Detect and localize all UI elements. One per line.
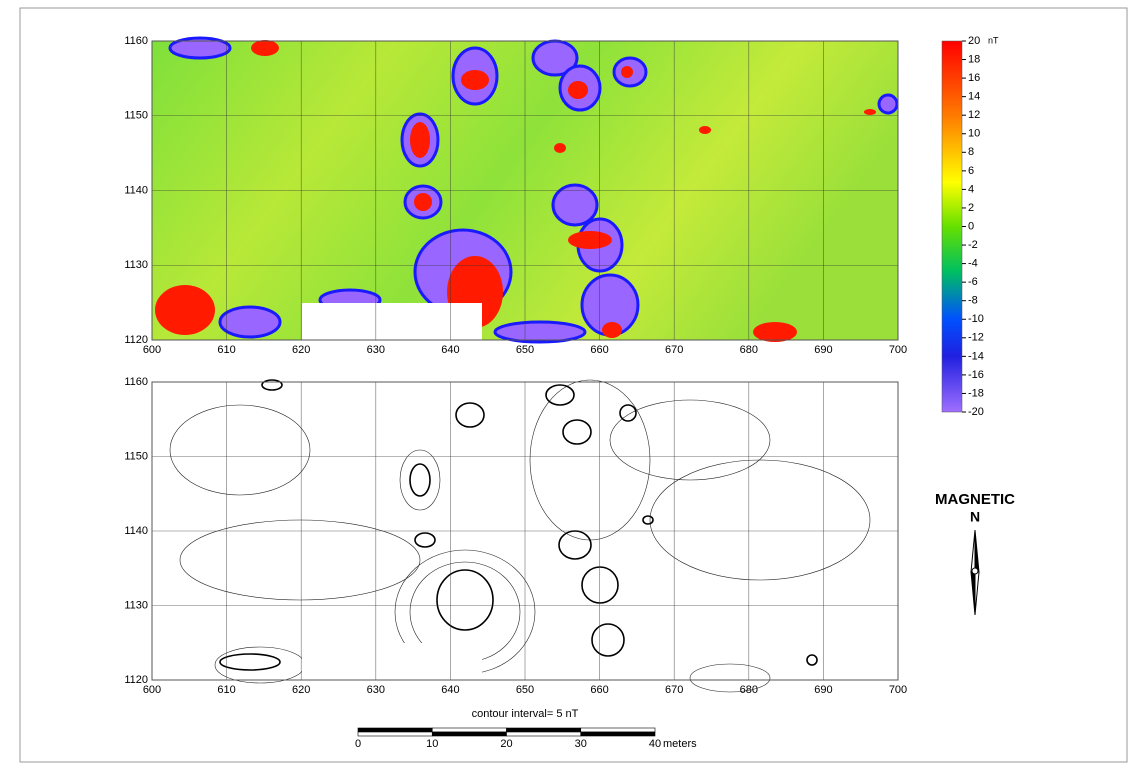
scale-segment	[580, 727, 656, 733]
plot-border	[151, 381, 899, 681]
x-tick-label: 640	[441, 684, 459, 696]
colorbar-label: -10	[968, 313, 984, 325]
scale-unit: meters	[663, 738, 697, 750]
north-arrow-icon	[970, 529, 980, 616]
colorbar-label: -18	[968, 387, 984, 399]
x-tick-label: 680	[740, 344, 758, 356]
scale-segment	[580, 731, 656, 737]
x-tick-label: 620	[292, 344, 310, 356]
scale-segment	[357, 731, 433, 737]
colorbar-label: 10	[968, 128, 980, 140]
scale-label: 20	[500, 738, 512, 750]
x-tick-label: 670	[665, 684, 683, 696]
x-tick-label: 630	[367, 684, 385, 696]
scale-segment	[431, 727, 507, 733]
y-tick-label: 1140	[124, 184, 148, 196]
colorbar-label: 4	[968, 183, 974, 195]
colorbar-label: -20	[968, 406, 984, 418]
colorbar-label: 12	[968, 109, 980, 121]
x-tick-label: 690	[814, 344, 832, 356]
scale-label: 10	[426, 738, 438, 750]
x-tick-label: 680	[740, 684, 758, 696]
frame	[19, 7, 1128, 763]
x-tick-label: 700	[889, 684, 907, 696]
y-tick-label: 1150	[124, 450, 148, 462]
y-tick-label: 1160	[124, 376, 148, 388]
x-tick-label: 600	[143, 684, 161, 696]
colorbar-label: 0	[968, 220, 974, 232]
scale-label: 0	[355, 738, 361, 750]
x-tick-label: 630	[367, 344, 385, 356]
x-tick-label: 610	[217, 344, 235, 356]
contour-note: contour interval= 5 nT	[472, 708, 579, 720]
colorbar-label: 14	[968, 91, 980, 103]
colorbar-label: -16	[968, 369, 984, 381]
scale-segment	[431, 731, 507, 737]
colorbar-label: -2	[968, 239, 978, 251]
colorbar-label: 2	[968, 202, 974, 214]
x-tick-label: 660	[590, 684, 608, 696]
colorbar-label: -8	[968, 295, 978, 307]
x-tick-label: 670	[665, 344, 683, 356]
y-tick-label: 1160	[124, 35, 148, 47]
y-tick-label: 1140	[124, 525, 148, 537]
colorbar-label: 16	[968, 72, 980, 84]
colorbar-label: 20	[968, 35, 980, 47]
colorbar	[941, 40, 963, 413]
north-letter: N	[970, 509, 980, 525]
y-tick-label: 1130	[124, 599, 148, 611]
y-tick-label: 1120	[124, 674, 148, 686]
x-tick-label: 640	[441, 344, 459, 356]
x-tick-label: 650	[516, 684, 534, 696]
x-tick-label: 700	[889, 344, 907, 356]
scale-segment	[357, 727, 433, 733]
scale-label: 30	[575, 738, 587, 750]
scale-label: 40	[649, 738, 661, 750]
colorbar-label: -6	[968, 276, 978, 288]
colorbar-label: -14	[968, 350, 984, 362]
x-tick-label: 660	[590, 344, 608, 356]
x-tick-label: 600	[143, 344, 161, 356]
colorbar-label: 6	[968, 165, 974, 177]
colorbar-unit: nT	[988, 35, 999, 45]
colorbar-label: -12	[968, 332, 984, 344]
colorbar-label: -4	[968, 258, 978, 270]
scale-segment	[506, 727, 582, 733]
x-tick-label: 650	[516, 344, 534, 356]
y-tick-label: 1150	[124, 110, 148, 122]
plot-border	[151, 40, 899, 341]
y-tick-label: 1130	[124, 259, 148, 271]
scale-segment	[506, 731, 582, 737]
y-tick-label: 1120	[124, 334, 148, 346]
x-tick-label: 620	[292, 684, 310, 696]
colorbar-label: 18	[968, 53, 980, 65]
colorbar-label: 8	[968, 146, 974, 158]
north-title: MAGNETIC	[935, 491, 1015, 508]
x-tick-label: 610	[217, 684, 235, 696]
x-tick-label: 690	[814, 684, 832, 696]
